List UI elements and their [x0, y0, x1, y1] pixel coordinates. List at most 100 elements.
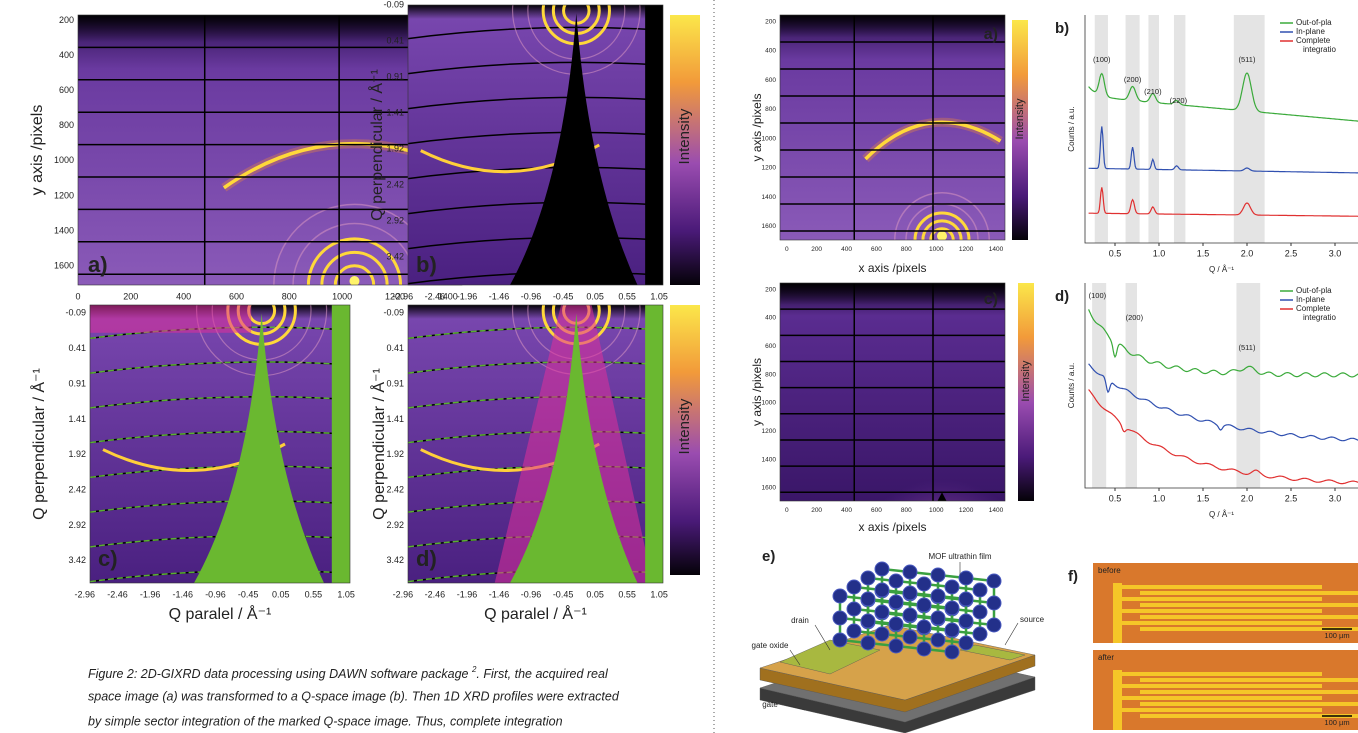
micrograph-label: after	[1098, 653, 1114, 662]
x-tick-label: 600	[871, 507, 882, 514]
x-tick-label: 1.05	[650, 291, 668, 301]
x-tick-label: 0	[785, 507, 789, 514]
x-tick-label: 0.05	[586, 291, 604, 301]
electrode-finger	[1122, 585, 1322, 589]
device-label: gate oxide	[752, 641, 789, 650]
x-tick-label: -1.96	[457, 291, 478, 301]
y-tick-label: 1600	[762, 223, 777, 230]
beam-shadow	[78, 15, 462, 42]
legend-entry: integratio	[1303, 313, 1336, 322]
scale-bar-label: 100 µm	[1324, 631, 1349, 640]
peak-label: (200)	[1126, 313, 1144, 322]
peak-band	[1126, 15, 1140, 243]
peak-band	[1234, 15, 1265, 243]
x-tick-label: -1.46	[173, 589, 194, 599]
mof-node	[973, 605, 987, 619]
x-axis-label: x axis /pixels	[858, 520, 926, 534]
x-tick-label: 0.55	[618, 291, 636, 301]
legend-entry: integratio	[1303, 45, 1336, 54]
x-tick-label: 0.5	[1109, 248, 1122, 258]
detector-image	[780, 283, 1032, 610]
x-tick-label: 1.05	[337, 589, 355, 599]
y-tick-label: 3.42	[386, 555, 404, 565]
y-tick-label: 400	[59, 50, 74, 60]
electrode-bus	[1113, 583, 1122, 643]
y-tick-label: 600	[765, 77, 776, 84]
mof-node	[861, 592, 875, 606]
x-tick-label: 1400	[989, 507, 1004, 514]
y-tick-label: 1200	[762, 428, 777, 435]
mof-node	[889, 639, 903, 653]
y-axis-label: Q perpendicular / Å⁻¹	[29, 368, 48, 520]
panel-letter: a)	[984, 26, 998, 43]
figure-page: 0200400600800100012001400200400600800100…	[0, 0, 1358, 733]
panel-letter: c)	[98, 546, 118, 571]
y-tick-label: 1600	[762, 485, 777, 492]
y-tick-label: 3.42	[68, 555, 86, 565]
mof-node	[945, 645, 959, 659]
x-tick-label: 1200	[959, 246, 974, 253]
caption-line: space image (a) was transformed to a Q-s…	[88, 689, 620, 703]
electrode-finger	[1122, 621, 1322, 625]
x-tick-label: 800	[901, 507, 912, 514]
electrode-finger	[1140, 702, 1358, 706]
x-axis-label: x axis /pixels	[858, 261, 926, 275]
mof-node	[945, 580, 959, 594]
legend-entry: Complete	[1296, 36, 1331, 45]
mof-node	[987, 596, 1001, 610]
edge-strip	[645, 5, 663, 285]
x-tick-label: 0.55	[618, 589, 636, 599]
mof-node	[903, 586, 917, 600]
x-tick-label: -1.46	[489, 291, 510, 301]
mof-node	[875, 627, 889, 641]
electrode-bus	[1113, 670, 1122, 730]
leader-line	[1005, 623, 1018, 645]
y-axis-label: Counts / a.u.	[1067, 106, 1076, 151]
mof-node	[833, 589, 847, 603]
x-tick-label: 0.55	[305, 589, 323, 599]
panel-letter: d)	[1055, 288, 1069, 305]
mof-node	[917, 620, 931, 634]
mof-node	[889, 617, 903, 631]
y-tick-label: 1.92	[386, 143, 404, 153]
y-axis-label: y axis /pixels	[29, 105, 46, 196]
beam-shadow	[780, 15, 1005, 38]
x-tick-label: -2.96	[75, 589, 96, 599]
x-tick-label: -0.45	[553, 589, 574, 599]
mof-node	[861, 636, 875, 650]
y-axis-label: Q perpendicular / Å⁻¹	[367, 69, 386, 221]
mof-node	[875, 605, 889, 619]
x-tick-label: -2.46	[425, 589, 446, 599]
colorbar-label: Intensity	[1020, 360, 1032, 401]
electrode-finger	[1122, 708, 1322, 712]
x-tick-label: -1.96	[140, 589, 161, 599]
x-tick-label: 2.0	[1241, 493, 1254, 503]
mof-node	[847, 580, 861, 594]
x-tick-label: -2.46	[107, 589, 128, 599]
electrode-finger	[1122, 684, 1322, 688]
x-axis-label: Q paralel / Å⁻¹	[484, 604, 587, 623]
mof-node	[875, 562, 889, 576]
x-tick-label: 1000	[929, 246, 944, 253]
device-label: gate	[762, 700, 778, 709]
y-axis-label: y axis /pixels	[750, 358, 764, 426]
y-tick-label: 1200	[54, 190, 74, 200]
y-tick-label: 2.92	[386, 215, 404, 225]
y-tick-label: 2.42	[68, 484, 86, 494]
edge-strip	[645, 305, 663, 583]
y-tick-label: 0.41	[386, 343, 404, 353]
y-tick-label: 1600	[54, 260, 74, 270]
mof-node	[875, 583, 889, 597]
peak-band	[1174, 15, 1185, 243]
mof-node	[931, 568, 945, 582]
electrode-finger	[1140, 615, 1358, 619]
x-tick-label: 2.5	[1285, 248, 1298, 258]
x-tick-label: 0.05	[272, 589, 290, 599]
y-tick-label: 1000	[54, 155, 74, 165]
beam-center	[349, 276, 359, 286]
mof-node	[931, 611, 945, 625]
y-tick-label: 200	[59, 15, 74, 25]
caption-text: . First, the acquired real	[476, 667, 609, 681]
x-tick-label: 3.0	[1329, 248, 1342, 258]
y-tick-label: 1400	[54, 225, 74, 235]
